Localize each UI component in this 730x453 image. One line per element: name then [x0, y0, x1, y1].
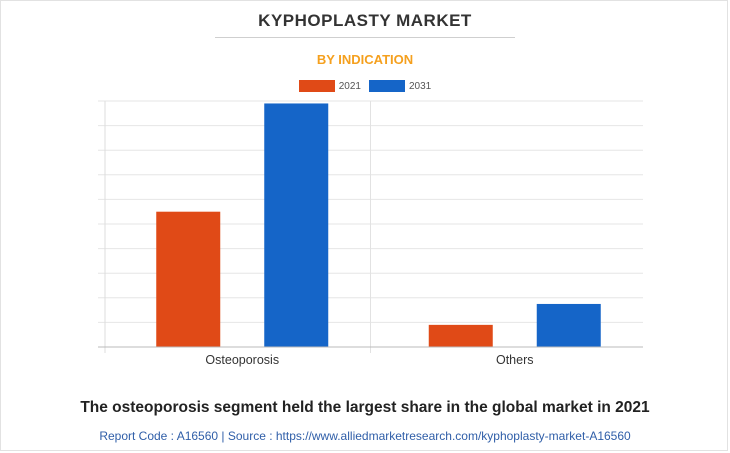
chart-title: KYPHOPLASTY MARKET	[258, 11, 472, 30]
bar-osteoporosis-2021	[156, 211, 221, 347]
legend-label-2031: 2031	[409, 80, 432, 92]
source-line[interactable]: Report Code : A16560 | Source : https://…	[99, 429, 631, 443]
chart-caption: The osteoporosis segment held the larges…	[80, 399, 650, 416]
bar-osteoporosis-2031	[264, 103, 329, 348]
bar-others-2031	[536, 303, 601, 347]
legend-label-2021: 2021	[338, 80, 361, 92]
x-tick-label: Others	[496, 353, 534, 367]
legend-swatch-2031	[369, 80, 405, 92]
legend-swatch-2021	[298, 80, 335, 92]
bar-others-2021	[428, 324, 493, 347]
legend-item-2031[interactable]: 2031	[369, 80, 431, 92]
chart-subtitle: BY INDICATION	[316, 52, 414, 67]
x-tick-label: Osteoporosis	[205, 353, 279, 367]
title-divider	[215, 37, 515, 38]
legend: 2021 2031	[0, 80, 730, 92]
legend-item-2021[interactable]: 2021	[298, 80, 361, 92]
